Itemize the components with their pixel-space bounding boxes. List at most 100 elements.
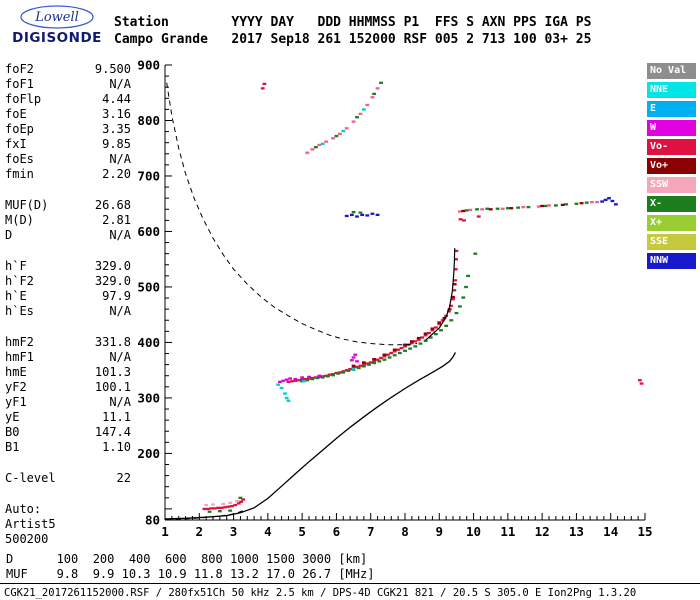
echo-point: [500, 207, 505, 210]
param-group: h`F 329.0 h`F2 329.0 h`E 97.9 h`Es N/A: [5, 259, 131, 319]
echo-point: [236, 502, 241, 505]
param-group: MUF(D) 26.68 M(D) 2.81 D N/A: [5, 198, 131, 243]
echo-point: [317, 374, 322, 377]
echo-point: [637, 379, 642, 382]
ionogram-plot: 1 2 3 4 5 6 7 8 9 10 11 12 13 14 158020030040050060070…: [137, 58, 652, 540]
param-label: hmF2: [5, 335, 34, 349]
legend-item-vo: Vo-: [647, 139, 696, 155]
echo-point: [449, 319, 454, 322]
echo-point: [355, 116, 359, 119]
echo-point: [409, 340, 414, 343]
echo-point: [600, 200, 605, 203]
param-fmin: fmin 2.20: [5, 167, 131, 182]
echo-point: [385, 353, 390, 356]
param-label: hmE: [5, 365, 27, 379]
echo-point: [413, 345, 418, 348]
param-md: M(D) 2.81: [5, 213, 131, 228]
echo-point: [392, 354, 397, 357]
echo-point: [442, 316, 447, 320]
echo-point: [451, 298, 455, 301]
echo-point: [603, 198, 608, 202]
echo-point: [358, 211, 363, 214]
echo-point: [468, 208, 473, 212]
echo-point: [337, 132, 342, 136]
echo-point: [396, 348, 401, 351]
y-tick-label: 300: [137, 390, 160, 405]
d-distance-row: D 100 200 400 600 800 1000 1500 3000 [km…: [6, 552, 368, 566]
echo-point: [293, 377, 298, 381]
echo-point: [217, 510, 222, 513]
param-yf1: yF1 N/A: [5, 395, 131, 410]
echo-point: [284, 396, 289, 400]
echo-point: [293, 379, 298, 382]
param-foflp: foFlp 4.44: [5, 92, 131, 107]
echo-point: [336, 372, 341, 375]
x-tick-label: 8: [401, 524, 409, 539]
echo-point: [399, 346, 404, 350]
echo-point: [439, 329, 443, 332]
x-tick-label: 5: [298, 524, 306, 539]
param-group: foF2 9.500 foF1 N/A foFlp 4.44 foE 3.16 foEp 3.35…: [5, 62, 131, 182]
echo-point: [540, 204, 545, 208]
echo-point: [382, 355, 387, 358]
echo-point: [543, 204, 548, 208]
echo-point: [279, 386, 284, 390]
legend-item-vo: Vo+: [647, 158, 696, 174]
param-auto: Auto:: [5, 502, 131, 517]
legend-item-x: X+: [647, 215, 696, 231]
echo-point: [301, 380, 306, 383]
param-label: yE: [5, 410, 20, 424]
echo-point: [286, 380, 291, 384]
echo-point: [262, 82, 267, 86]
echo-point: [276, 383, 281, 386]
echo-point: [296, 379, 301, 382]
echo-point: [233, 503, 238, 507]
echo-point: [397, 351, 402, 355]
header-line-1: Station YYYY DAY DDD HHMMSS P1 FFS S AXN…: [114, 15, 592, 30]
echo-point: [382, 353, 387, 356]
x-tick-label: 3: [230, 524, 238, 539]
param-value: 1.10: [102, 440, 131, 454]
echo-point: [375, 87, 380, 90]
echo-point: [418, 342, 423, 345]
echo-point: [327, 373, 332, 376]
echo-point: [461, 296, 466, 299]
echo-point: [452, 289, 457, 292]
echo-point: [331, 374, 335, 377]
param-value: 101.3: [94, 365, 131, 379]
param-value: 2.81: [102, 213, 131, 227]
echo-point: [613, 203, 618, 206]
echo-point: [379, 81, 383, 84]
echo-point: [408, 347, 413, 350]
echo-point: [536, 205, 541, 208]
echo-point: [361, 363, 366, 366]
param-value: 329.0: [94, 259, 131, 273]
param-value: N/A: [109, 152, 131, 166]
x-tick-label: 6: [333, 524, 341, 539]
echo-point: [283, 392, 287, 395]
echo-point: [353, 353, 358, 356]
echo-point: [607, 197, 611, 200]
param-value: 9.85: [102, 137, 131, 151]
y-tick-label: 200: [137, 446, 160, 461]
param-value: 4.44: [102, 92, 131, 106]
doppler-direction-legend: No Val NNE E W Vo- Vo+ SSW X- X+ SSE NNW: [647, 63, 697, 272]
param-label: B1: [5, 440, 20, 454]
param-hmf1: hmF1 N/A: [5, 350, 131, 365]
echo-point: [462, 219, 466, 222]
param-foe: foE 3.16: [5, 107, 131, 122]
param-value: 331.8: [94, 335, 131, 349]
echo-point: [372, 357, 377, 361]
echo-point: [392, 348, 397, 351]
param-artist5: Artist5: [5, 517, 131, 532]
x-tick-label: 13: [569, 524, 584, 539]
echo-point: [449, 304, 453, 308]
legend-item-noval: No Val: [647, 63, 696, 79]
param-hf: h`F 329.0: [5, 259, 131, 274]
legend-item-nnw: NNW: [647, 253, 696, 269]
echo-point: [403, 349, 407, 352]
echo-point: [300, 376, 305, 379]
profile-line: [164, 352, 456, 520]
echo-point: [351, 367, 356, 371]
